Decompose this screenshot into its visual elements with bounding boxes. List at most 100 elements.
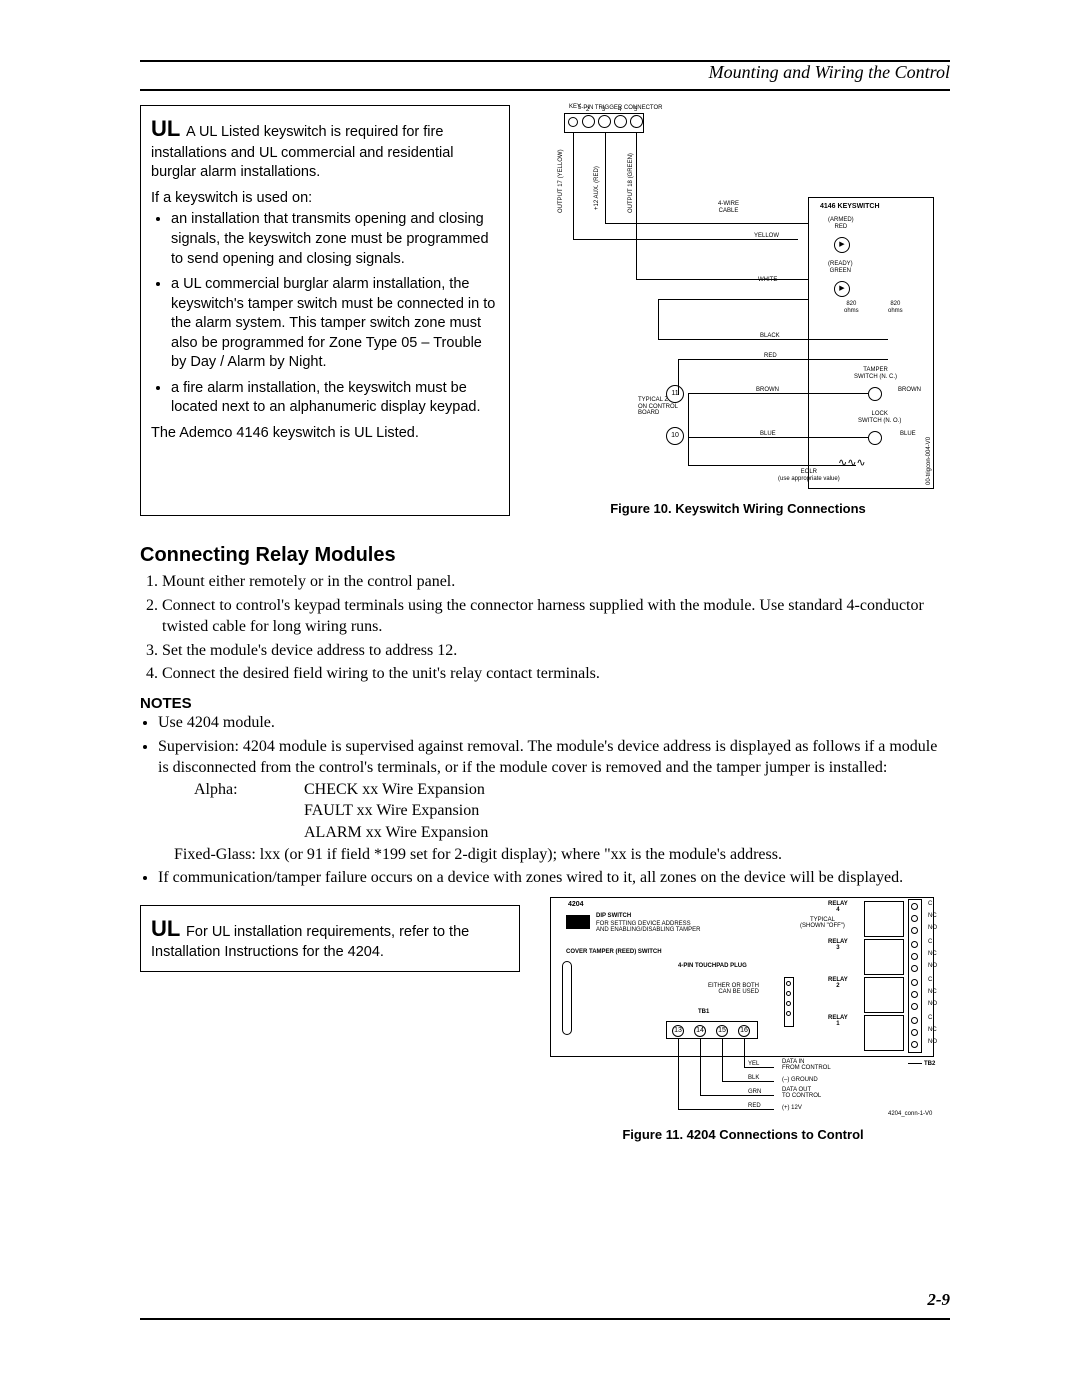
d2-relay: RELAY2: [828, 977, 848, 990]
d2-no: NO: [928, 1039, 937, 1046]
d1-zone-10: 10: [666, 427, 684, 445]
ul-intro: A UL Listed keyswitch is required for fi…: [151, 124, 454, 180]
d1-red: RED: [764, 353, 777, 360]
note-item: Supervision: 4204 module is supervised a…: [158, 736, 950, 866]
d1-blue2: BLUE: [900, 431, 916, 438]
d2-tb1-pin: 13: [672, 1025, 684, 1037]
top-row: UL A UL Listed keyswitch is required for…: [140, 105, 950, 516]
step-item: Mount either remotely or in the control …: [162, 571, 950, 593]
d1-yellow: YELLOW: [754, 233, 779, 240]
d1-cable: 4-WIRECABLE: [718, 201, 739, 214]
d1-blue: BLUE: [760, 431, 776, 438]
ul-bullet: a UL commercial burglar alarm installati…: [171, 275, 499, 373]
d2-no: NO: [928, 963, 937, 970]
d1-white: WHITE: [758, 277, 777, 284]
d2-tb1-pin: 15: [716, 1025, 728, 1037]
d2-nc: NC: [928, 989, 937, 996]
figure-10-diagram: 5-PIN TRIGGER CONNECTOR KEY 2 3 4 5 OUTP…: [538, 105, 938, 495]
d2-tb1: TB1: [698, 1009, 709, 1016]
d2-c: C: [928, 939, 932, 946]
d1-pin: 5: [634, 107, 637, 114]
d1-pin: 2: [586, 107, 589, 114]
ul-ifused: If a keyswitch is used on:: [151, 189, 499, 209]
d2-title: 4204: [568, 901, 584, 909]
d1-out17: OUTPUT 17 (YELLOW): [558, 133, 565, 213]
d2-c: C: [928, 977, 932, 984]
d1-ohms2: 820ohms: [888, 301, 903, 314]
d1-out18: OUTPUT 18 (GREEN): [628, 133, 635, 213]
d2-red: RED: [748, 1103, 761, 1110]
note-item: Use 4204 module.: [158, 712, 950, 734]
page-frame: Mounting and Wiring the Control UL A UL …: [140, 60, 950, 1320]
ul-footer: The Ademco 4146 keyswitch is UL Listed.: [151, 424, 499, 444]
d1-tamper: TAMPERSWITCH (N. C.): [854, 367, 897, 380]
step-item: Connect the desired field wiring to the …: [162, 663, 950, 685]
step-item: Set the module's device address to addre…: [162, 640, 950, 662]
d2-tb1-pin: 16: [738, 1025, 750, 1037]
section-heading: Connecting Relay Modules: [140, 544, 950, 567]
alpha-line: FAULT xx Wire Expansion: [304, 800, 479, 822]
steps-list: Mount either remotely or in the control …: [140, 571, 950, 685]
step-item: Connect to control's keypad terminals us…: [162, 595, 950, 638]
d2-yel: YEL: [748, 1061, 759, 1068]
d2-c: C: [928, 1015, 932, 1022]
d2-either: EITHER OR BOTHCAN BE USED: [708, 983, 759, 996]
d1-pin: 3: [602, 107, 605, 114]
d2-grn-d: DATA OUTTO CONTROL: [782, 1087, 821, 1100]
d2-blk: BLK: [748, 1075, 759, 1082]
d1-eolr: EOLR(use appropriate value): [778, 469, 840, 482]
d1-zone-11: 11: [666, 385, 684, 403]
notes-heading: NOTES: [140, 695, 950, 712]
d1-brown2: BROWN: [898, 387, 921, 394]
d2-red-d: (+) 12V: [782, 1105, 802, 1112]
d1-pin: KEY: [569, 104, 581, 111]
d2-dip: DIP SWITCH: [596, 913, 631, 920]
ul-box-keyswitch: UL A UL Listed keyswitch is required for…: [140, 105, 510, 516]
d2-blk-d: (–) GROUND: [782, 1077, 818, 1084]
ul-bullet: a fire alarm installation, the keyswitch…: [171, 379, 499, 418]
d1-aux: +12 AUX. (RED): [594, 155, 601, 210]
d2-no: NO: [928, 925, 937, 932]
ul-box-4204: UL For UL installation requirements, ref…: [140, 905, 520, 972]
d2-relay: RELAY4: [828, 901, 848, 914]
d2-relay: RELAY1: [828, 1015, 848, 1028]
d2-typical: TYPICAL(SHOWN "OFF"): [800, 917, 845, 930]
d2-relay: RELAY3: [828, 939, 848, 952]
figure-11-block: 4204 DIP SWITCH FOR SETTING DEVICE ADDRE…: [536, 891, 950, 1142]
alpha-line: CHECK xx Wire Expansion: [304, 779, 485, 801]
d1-ready: (READY)GREEN: [828, 261, 853, 274]
d1-black: BLACK: [760, 333, 780, 340]
d2-tb2: TB2: [924, 1061, 935, 1068]
d1-armed: (ARMED)RED: [828, 217, 854, 230]
bottom-row: UL For UL installation requirements, ref…: [140, 891, 950, 1142]
figure-10-block: 5-PIN TRIGGER CONNECTOR KEY 2 3 4 5 OUTP…: [526, 105, 950, 516]
figure-11-diagram: 4204 DIP SWITCH FOR SETTING DEVICE ADDRE…: [538, 891, 948, 1121]
ul-prefix: UL: [151, 916, 186, 941]
d2-cover: COVER TAMPER (REED) SWITCH: [566, 949, 662, 956]
alpha-line: ALARM xx Wire Expansion: [304, 822, 488, 844]
d1-pin: 4: [618, 107, 621, 114]
d1-ohms1: 820ohms: [844, 301, 859, 314]
d1-keyswitch: 4146 KEYSWITCH: [820, 203, 880, 211]
figure-10-caption: Figure 10. Keyswitch Wiring Connections: [610, 501, 866, 516]
note-item: If communication/tamper failure occurs o…: [158, 867, 950, 889]
d2-yel-d: DATA INFROM CONTROL: [782, 1059, 831, 1072]
d2-no: NO: [928, 1001, 937, 1008]
d2-rev: 4204_conn-1-V0: [888, 1111, 932, 1118]
d2-plug: 4-PIN TOUCHPAD PLUG: [678, 963, 747, 970]
d2-nc: NC: [928, 951, 937, 958]
notes-list: Use 4204 module. Supervision: 4204 modul…: [140, 712, 950, 889]
d2-nc: NC: [928, 1027, 937, 1034]
d2-dip-desc: FOR SETTING DEVICE ADDRESSAND ENABLING/D…: [596, 921, 700, 934]
d1-lock: LOCKSWITCH (N. O.): [858, 411, 901, 424]
fixed-glass-line: Fixed-Glass: lxx (or 91 if field *199 se…: [174, 844, 950, 866]
page-header-title: Mounting and Wiring the Control: [140, 62, 950, 91]
d1-rev: 00-trigcon-004-V0: [926, 425, 933, 485]
d2-tb1-pin: 14: [694, 1025, 706, 1037]
d2-nc: NC: [928, 913, 937, 920]
ul-prefix: UL: [151, 116, 186, 141]
d2-grn: GRN: [748, 1089, 761, 1096]
ul-bullet: an installation that transmits opening a…: [171, 210, 499, 269]
d1-brown: BROWN: [756, 387, 779, 394]
page-number: 2-9: [927, 1290, 950, 1310]
